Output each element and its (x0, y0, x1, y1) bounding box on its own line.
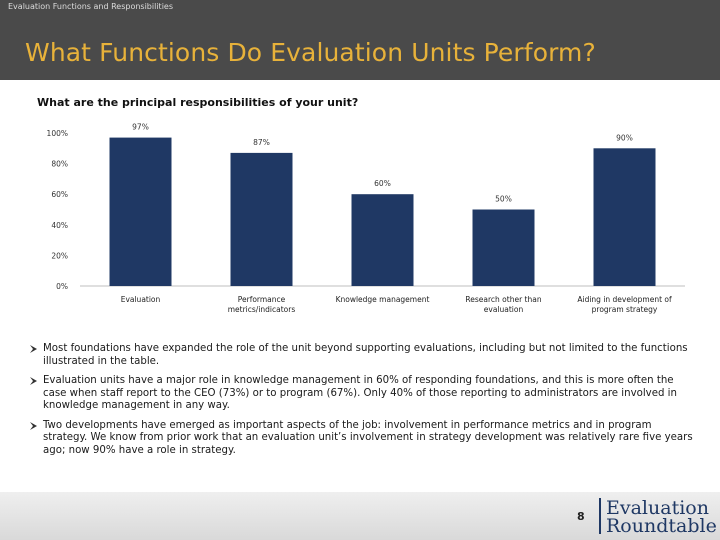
page-number: 8 (577, 510, 585, 523)
category-label: evaluation (484, 305, 524, 314)
logo-text-evaluation: Evaluation (606, 497, 709, 519)
bullet-text: Two developments have emerged as importa… (43, 419, 693, 456)
chart-question: What are the principal responsibilities … (37, 96, 359, 109)
bar-chart-svg: 0% 20% 40% 60% 80% 100% 97% Evaluation 87% Perfor… (47, 123, 685, 314)
slide-title: What Functions Do Evaluation Units Perfo… (25, 38, 596, 67)
category-label: Performance (238, 295, 286, 304)
bar (109, 137, 172, 286)
bullet-item: Evaluation units have a major role in kn… (28, 375, 693, 413)
bar-value-label: 60% (374, 179, 391, 188)
header-bar: Evaluation Functions and Responsibilitie… (0, 0, 720, 80)
bar-value-label: 50% (495, 195, 512, 204)
y-tick-label: 40% (51, 221, 68, 230)
bullet-text: Most foundations have expanded the role … (43, 343, 688, 367)
bar-value-label: 97% (132, 123, 149, 132)
y-tick-label: 20% (51, 251, 68, 260)
category-label: Aiding in development of (577, 295, 672, 304)
bullet-item: Most foundations have expanded the role … (28, 343, 693, 368)
arrow-bullet-icon (30, 345, 37, 353)
logo-text-roundtable: Roundtable (606, 515, 717, 537)
section-label: Evaluation Functions and Responsibilitie… (8, 2, 174, 11)
bar (593, 148, 656, 286)
bar (351, 194, 414, 286)
bullet-text: Evaluation units have a major role in kn… (43, 375, 677, 411)
category-label: Evaluation (121, 295, 161, 304)
category-label: metrics/indicators (228, 305, 296, 314)
y-tick-label: 60% (51, 190, 68, 199)
arrow-bullet-icon (30, 421, 37, 430)
y-tick-label: 0% (56, 282, 68, 291)
logo-divider (599, 498, 601, 534)
arrow-bullet-icon (30, 377, 37, 385)
bar (472, 209, 535, 286)
bar-value-label: 90% (616, 133, 633, 142)
bar-value-label: 87% (253, 138, 270, 147)
category-label: Knowledge management (336, 295, 430, 304)
y-tick-label: 100% (47, 129, 68, 138)
y-tick-label: 80% (51, 160, 68, 169)
bar-chart: 0% 20% 40% 60% 80% 100% 97% Evaluation 87% Perfor… (0, 115, 720, 330)
bar (230, 152, 293, 286)
category-label: program strategy (592, 305, 658, 314)
bullet-item: Two developments have emerged as importa… (28, 420, 693, 458)
bullet-list: Most foundations have expanded the role … (28, 343, 693, 464)
category-label: Research other than (465, 295, 541, 304)
